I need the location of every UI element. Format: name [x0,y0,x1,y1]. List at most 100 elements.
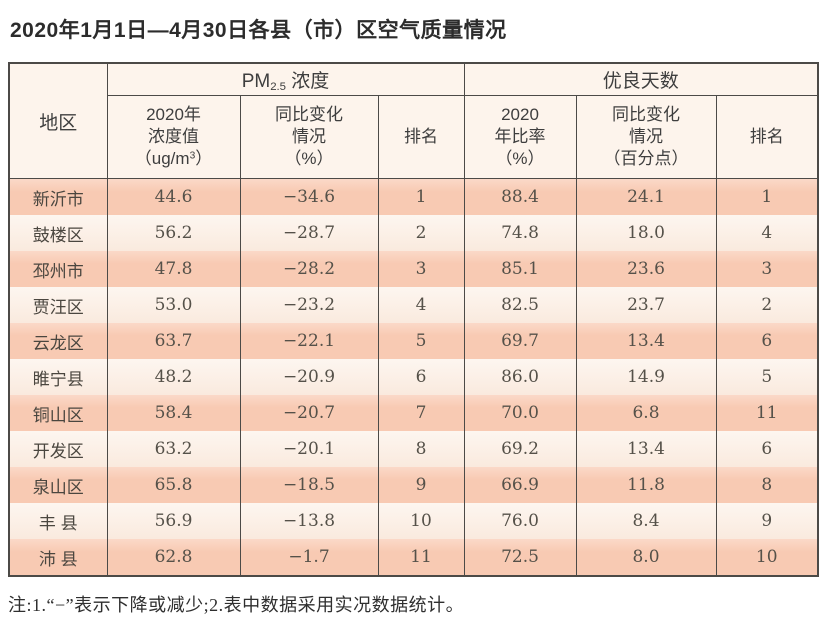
region-cell: 贾汪区 [8,287,108,323]
days-rank-cell: 9 [715,503,819,539]
days-rank-cell: 5 [715,359,819,395]
days-change-cell: 8.0 [575,539,717,576]
pm-value-cell: 47.8 [106,251,241,287]
region-cell: 泉山区 [8,467,108,503]
pm-value-cell: 56.9 [106,503,241,539]
pm-rank-cell: 3 [377,251,465,287]
pm-change-cell: −20.7 [239,395,379,431]
days-rank-cell: 1 [715,178,819,215]
header-line: 年比率 [494,126,546,146]
sub-header-row: 2020年 浓度值 （ug/m3） 同比变化 情况 （%） 排名 2020 年比… [9,95,819,179]
pm-label-subscript: 2.5 [270,80,287,93]
table-row: 贾汪区 53.0 −23.2 4 82.5 23.7 2 [8,287,819,323]
region-column-header: 地区 [8,62,108,179]
header-line: 同比变化 [612,104,680,124]
table-body: 新沂市 44.6 −34.6 1 88.4 24.1 1 鼓楼区 56.2 −28.7 2 74.8 1… [8,178,819,576]
days-change-cell: 13.4 [575,323,717,359]
pm-value-column-header: 2020年 浓度值 （ug/m3） [106,95,241,179]
table-row: 鼓楼区 56.2 −28.7 2 74.8 18.0 4 [8,215,819,251]
days-rank-cell: 11 [715,395,819,431]
table-row: 睢宁县 48.2 −20.9 6 86.0 14.9 5 [8,359,819,395]
pm-rank-cell: 10 [377,503,465,539]
footnote: 注:1.“−”表示下降或减少;2.表中数据采用实况数据统计。 [8,595,465,615]
header-line: 2020 [501,104,539,124]
days-rank-column-header: 排名 [715,95,819,179]
pm-change-cell: −28.2 [239,251,379,287]
pm25-group-header: PM2.5 浓度 [106,62,465,96]
days-ratio-cell: 88.4 [463,178,577,215]
table-row: 铜山区 58.4 −20.7 7 70.0 6.8 11 [8,395,819,431]
days-change-cell: 8.4 [575,503,717,539]
table-row: 邳州市 47.8 −28.2 3 85.1 23.6 3 [8,251,819,287]
days-ratio-cell: 69.2 [463,431,577,467]
pm-rank-cell: 11 [377,539,465,576]
table-header: 地区 PM2.5 浓度 优良天数 2020年 浓度值 （ug/m3） 同比变化 … [8,62,819,179]
days-change-cell: 6.8 [575,395,717,431]
pm-value-cell: 65.8 [106,467,241,503]
days-rank-cell: 2 [715,287,819,323]
header-line: （%） [495,149,545,169]
days-change-column-header: 同比变化 情况 （百分点） [575,95,717,179]
pm-change-column-header: 同比变化 情况 （%） [239,95,379,179]
pm-rank-cell: 8 [377,431,465,467]
pm-value-cell: 62.8 [106,539,241,576]
pm-change-cell: −20.1 [239,431,379,467]
pm-value-cell: 63.7 [106,323,241,359]
table-row: 开发区 63.2 −20.1 8 69.2 13.4 6 [8,431,819,467]
region-cell: 开发区 [8,431,108,467]
region-cell: 云龙区 [8,323,108,359]
pm-rank-cell: 5 [377,323,465,359]
page-title: 2020年1月1日—4月30日各县（市）区空气质量情况 [10,19,507,42]
unit-superscript: 3 [189,150,196,162]
days-ratio-column-header: 2020 年比率 （%） [463,95,577,179]
pm-change-cell: −13.8 [239,503,379,539]
region-cell: 铜山区 [8,395,108,431]
days-change-cell: 13.4 [575,431,717,467]
pm-change-cell: −1.7 [239,539,379,576]
days-rank-cell: 6 [715,431,819,467]
days-rank-cell: 10 [715,539,819,576]
header-line: 情况 [292,126,326,146]
days-change-cell: 11.8 [575,467,717,503]
days-ratio-cell: 82.5 [463,287,577,323]
pm-value-cell: 44.6 [106,178,241,215]
unit-text: （ug/m [134,149,190,169]
days-ratio-cell: 70.0 [463,395,577,431]
region-cell: 睢宁县 [8,359,108,395]
days-rank-cell: 3 [715,251,819,287]
pm-value-cell: 63.2 [106,431,241,467]
pm-value-cell: 48.2 [106,359,241,395]
pm-change-cell: −28.7 [239,215,379,251]
pm-change-cell: −20.9 [239,359,379,395]
region-cell: 沛 县 [8,539,108,576]
header-line: 2020年 [146,104,201,124]
pm-label-prefix: PM [241,71,271,92]
days-ratio-cell: 69.7 [463,323,577,359]
days-rank-cell: 6 [715,323,819,359]
pm-value-cell: 58.4 [106,395,241,431]
pm-rank-column-header: 排名 [377,95,465,179]
header-line: 浓度值 [148,126,199,146]
days-rank-cell: 8 [715,467,819,503]
table-row: 丰 县 56.9 −13.8 10 76.0 8.4 9 [8,503,819,539]
table-row: 云龙区 63.7 −22.1 5 69.7 13.4 6 [8,323,819,359]
header-line: （ug/m3） [110,148,238,170]
unit-text: ） [195,149,213,169]
pm-value-cell: 53.0 [106,287,241,323]
days-ratio-cell: 76.0 [463,503,577,539]
pm-rank-cell: 7 [377,395,465,431]
pm-change-cell: −23.2 [239,287,379,323]
table-row: 泉山区 65.8 −18.5 9 66.9 11.8 8 [8,467,819,503]
days-ratio-cell: 66.9 [463,467,577,503]
pm-change-cell: −34.6 [239,178,379,215]
header-line: （百分点） [603,149,689,169]
header-line: （%） [284,149,334,169]
pm-rank-cell: 2 [377,215,465,251]
region-cell: 邳州市 [8,251,108,287]
region-cell: 新沂市 [8,178,108,215]
pm-change-cell: −22.1 [239,323,379,359]
days-change-cell: 24.1 [575,178,717,215]
days-rank-cell: 4 [715,215,819,251]
table-row: 新沂市 44.6 −34.6 1 88.4 24.1 1 [8,178,819,215]
